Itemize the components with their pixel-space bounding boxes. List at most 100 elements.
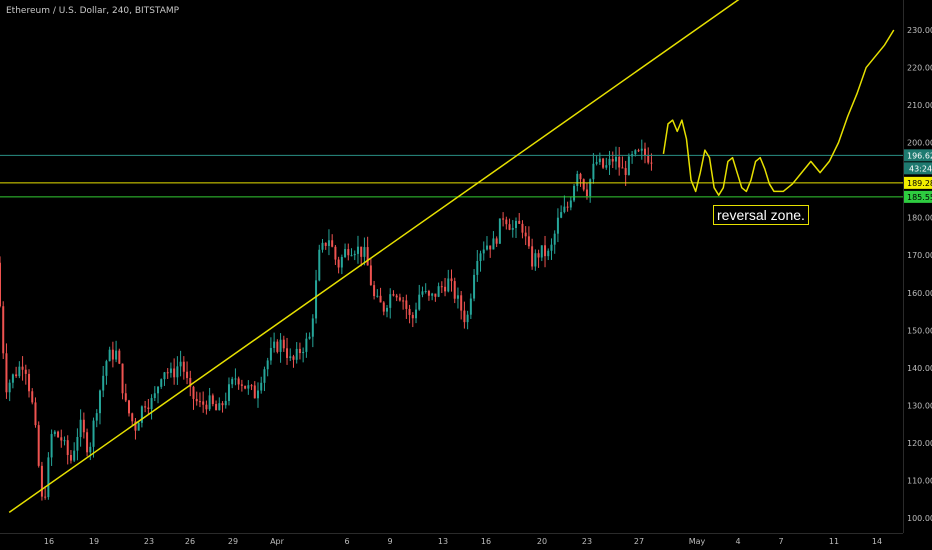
candle-body <box>376 295 379 297</box>
candle-body <box>289 356 292 358</box>
candle-body <box>250 385 253 387</box>
candle-body <box>424 291 427 293</box>
candle-body <box>286 348 289 358</box>
candle-body <box>195 398 198 402</box>
candle-body <box>50 434 53 458</box>
candle-body <box>347 249 350 256</box>
candle-body <box>473 274 476 299</box>
candle-body <box>102 375 105 391</box>
x-tick-label: May <box>689 537 706 546</box>
candle-body <box>92 420 95 447</box>
y-tick-label: 160.00 <box>907 289 932 298</box>
candle-body <box>153 393 156 399</box>
candle-body <box>295 348 298 360</box>
candle-body <box>182 361 185 372</box>
candle-body <box>137 422 140 431</box>
candle-body <box>40 465 43 497</box>
candle-body <box>444 286 447 292</box>
candle-body <box>89 446 92 453</box>
y-tick-label: 140.00 <box>907 364 932 373</box>
candle-body <box>28 373 31 392</box>
candle-body <box>15 374 18 377</box>
candle-body <box>237 378 240 385</box>
x-tick-label: 4 <box>735 537 740 546</box>
candle-body <box>337 259 340 268</box>
y-tick-label: 120.00 <box>907 439 932 448</box>
candle-body <box>192 386 195 399</box>
candle-body <box>608 158 611 166</box>
candle-body <box>405 300 408 309</box>
x-tick-label: 20 <box>537 537 547 546</box>
candle-body <box>98 390 101 414</box>
x-tick-label: 23 <box>144 537 154 546</box>
candle-body <box>208 395 211 410</box>
candle-body <box>527 236 530 247</box>
candle-body <box>273 341 276 348</box>
candle-body <box>218 403 221 411</box>
candle-body <box>244 385 247 389</box>
candle-body <box>53 431 56 435</box>
y-tick-label: 100.00 <box>907 514 932 523</box>
candle-body <box>550 244 553 251</box>
y-tick-label: 200.00 <box>907 139 932 148</box>
candle-body <box>431 293 434 296</box>
candle-body <box>140 406 143 423</box>
candle-body <box>298 348 301 354</box>
candle-body <box>563 206 566 213</box>
candle-body <box>447 278 450 292</box>
candle-body <box>44 496 47 498</box>
candle-body <box>105 361 108 376</box>
candle-body <box>128 400 130 414</box>
candle-body <box>540 245 543 258</box>
x-tick-label: 29 <box>228 537 238 546</box>
candle-body <box>305 338 308 352</box>
candle-body <box>418 294 421 310</box>
candle-body <box>508 224 511 230</box>
candle-body <box>124 393 127 401</box>
candle-body <box>450 278 453 282</box>
candle-body <box>147 407 150 410</box>
candle-body <box>595 162 598 164</box>
candle-body <box>263 369 266 383</box>
candle-body <box>73 450 76 461</box>
candle-body <box>205 404 208 410</box>
x-tick-label: Apr <box>270 537 285 546</box>
candle-body <box>69 454 72 461</box>
candle-body <box>579 173 582 180</box>
candle-body <box>360 246 363 257</box>
candle-body <box>282 339 285 349</box>
candle-body <box>469 298 472 315</box>
candle-body <box>411 314 414 319</box>
candle-body <box>253 385 256 399</box>
candle-body <box>134 421 137 431</box>
green-level-badge-text: 185.55 <box>907 193 932 202</box>
candle-body <box>260 382 263 391</box>
candle-body <box>176 366 179 378</box>
candle-body <box>602 158 605 168</box>
candle-body <box>0 262 1 307</box>
candle-body <box>573 185 576 201</box>
y-tick-label: 170.00 <box>907 251 932 260</box>
candle-body <box>227 384 230 401</box>
candle-body <box>395 295 398 298</box>
candle-body <box>215 404 218 411</box>
candle-body <box>144 406 147 408</box>
x-tick-label: 7 <box>778 537 783 546</box>
candle-body <box>534 253 537 267</box>
candle-body <box>485 245 488 250</box>
candle-body <box>386 307 388 312</box>
candle-body <box>31 391 34 403</box>
candle-body <box>398 297 401 301</box>
candle-body <box>240 384 243 386</box>
candle-body <box>315 280 318 319</box>
candle-body <box>34 402 37 426</box>
candle-body <box>621 167 624 169</box>
candle-body <box>202 401 205 405</box>
candle-body <box>257 390 259 399</box>
candle-body <box>466 314 469 323</box>
candle-body <box>115 350 118 360</box>
candle-body <box>350 255 353 257</box>
candle-body <box>382 302 385 312</box>
